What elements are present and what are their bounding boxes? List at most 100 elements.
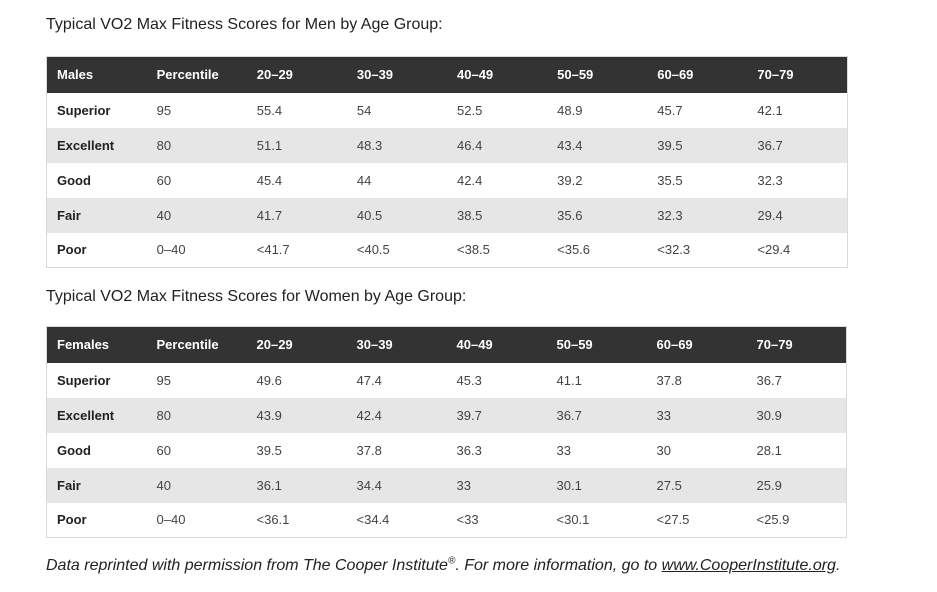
table-row: Fair 40 41.7 40.5 38.5 35.6 32.3 29.4 bbox=[46, 197, 848, 233]
table-cell: 36.1 bbox=[256, 477, 282, 493]
table-cell: 32.3 bbox=[657, 207, 683, 223]
table-cell: 43.4 bbox=[557, 137, 583, 153]
table-cell: <33 bbox=[456, 512, 479, 528]
table-cell: 39.5 bbox=[657, 137, 683, 153]
table-cell: 52.5 bbox=[457, 102, 483, 118]
men-vo2-table: Males Percentile 20–29 30–39 40–49 50–59 60–69… bbox=[46, 56, 848, 268]
table-cell: 38.5 bbox=[457, 207, 483, 223]
row-label: Fair bbox=[57, 207, 81, 223]
table-cell: 60 bbox=[156, 172, 172, 188]
table-cell: 40.5 bbox=[356, 207, 383, 223]
row-label: Excellent bbox=[57, 137, 115, 153]
row-label: Superior bbox=[57, 102, 111, 118]
table-cell: 45.3 bbox=[456, 372, 482, 388]
table-row: Excellent 80 43.9 42.4 39.7 36.7 33 30.9 bbox=[46, 397, 847, 433]
table-row: Poor 0–40 <36.1 <34.4 <33 <30.1 <27.5 <25.9 bbox=[46, 502, 847, 538]
table-cell: 45.7 bbox=[657, 102, 683, 118]
table-cell: 49.6 bbox=[256, 372, 282, 388]
table-cell: 95 bbox=[156, 102, 172, 118]
table-cell: 39.7 bbox=[456, 407, 482, 423]
table-cell: 0–40 bbox=[156, 242, 186, 258]
table-cell: 36.7 bbox=[756, 372, 782, 388]
column-header: 20–29 bbox=[256, 337, 293, 353]
women-header-row: Females Percentile 20–29 30–39 40–49 50–59 60–… bbox=[46, 326, 847, 363]
table-cell: <32.3 bbox=[657, 242, 691, 258]
row-label: Superior bbox=[57, 372, 111, 388]
table-cell: <29.4 bbox=[757, 242, 791, 258]
table-row: Excellent 80 51.1 48.3 46.4 43.4 39.5 36.7 bbox=[46, 127, 848, 163]
table-cell: <36.1 bbox=[256, 512, 290, 528]
table-cell: 29.4 bbox=[757, 207, 783, 223]
table-cell: 60 bbox=[156, 442, 171, 458]
table-cell: 33 bbox=[656, 407, 671, 423]
table-cell: 35.6 bbox=[557, 207, 583, 223]
table-cell: 33 bbox=[456, 477, 471, 493]
row-label: Fair bbox=[57, 477, 81, 493]
table-cell: 55.4 bbox=[256, 102, 283, 118]
men-table-header: Males Percentile 20–29 30–39 40–49 50–59 60–69… bbox=[46, 56, 848, 93]
table-cell: 39.2 bbox=[557, 172, 583, 188]
table-row: Superior 95 49.6 47.4 45.3 41.1 37.8 36.7 bbox=[46, 362, 847, 398]
column-header: Males bbox=[57, 67, 94, 83]
table-cell: 32.3 bbox=[757, 172, 783, 188]
cooper-institute-link[interactable]: www.CooperInstitute.org bbox=[661, 557, 836, 574]
registered-mark: ® bbox=[447, 555, 456, 567]
row-label: Poor bbox=[57, 242, 87, 258]
table-row: Poor 0–40 <41.7 <40.5 <38.5 <35.6 <32.3 <29.4 bbox=[46, 232, 848, 268]
table-cell: 47.4 bbox=[356, 372, 382, 388]
table-cell: 30 bbox=[656, 442, 671, 458]
column-header: 50–59 bbox=[557, 67, 594, 83]
table-cell: 42.1 bbox=[757, 102, 783, 118]
table-cell: 0–40 bbox=[156, 512, 186, 528]
women-table-heading: Typical VO2 Max Fitness Scores for Women… bbox=[46, 288, 467, 305]
table-cell: 28.1 bbox=[756, 442, 782, 458]
table-cell: 48.9 bbox=[557, 102, 583, 118]
table-cell: 54 bbox=[356, 102, 372, 118]
table-cell: 40 bbox=[156, 207, 172, 223]
column-header: Females bbox=[57, 337, 110, 353]
table-cell: 30.1 bbox=[556, 477, 582, 493]
table-cell: <34.4 bbox=[356, 512, 390, 528]
table-cell: 36.7 bbox=[556, 407, 582, 423]
table-cell: 48.3 bbox=[356, 137, 383, 153]
column-header: 70–79 bbox=[757, 67, 794, 83]
table-row: Good 60 45.4 44 42.4 39.2 35.5 32.3 bbox=[46, 162, 848, 198]
table-cell: <35.6 bbox=[557, 242, 591, 258]
column-header: 40–49 bbox=[456, 337, 493, 353]
table-cell: 37.8 bbox=[356, 442, 382, 458]
table-cell: 51.1 bbox=[256, 137, 283, 153]
column-header: 30–39 bbox=[356, 337, 393, 353]
column-header: 50–59 bbox=[556, 337, 593, 353]
table-cell: <25.9 bbox=[756, 512, 790, 528]
table-row: Good 60 39.5 37.8 36.3 33 30 28.1 bbox=[46, 432, 847, 468]
table-cell: 43.9 bbox=[256, 407, 282, 423]
column-header: 60–69 bbox=[657, 67, 694, 83]
table-cell: 42.4 bbox=[457, 172, 483, 188]
table-cell: <38.5 bbox=[457, 242, 490, 258]
table-cell: 80 bbox=[156, 407, 171, 423]
table-cell: 33 bbox=[556, 442, 571, 458]
table-cell: <27.5 bbox=[656, 512, 690, 528]
table-cell: 36.3 bbox=[456, 442, 482, 458]
table-cell: 30.9 bbox=[756, 407, 782, 423]
women-table-header: Females Percentile 20–29 30–39 40–49 50–59 60–… bbox=[46, 326, 847, 363]
table-cell: 27.5 bbox=[656, 477, 682, 493]
men-table-heading: Typical VO2 Max Fitness Scores for Men b… bbox=[46, 16, 443, 33]
column-header: 60–69 bbox=[656, 337, 693, 353]
column-header: 30–39 bbox=[356, 67, 394, 83]
column-header: Percentile bbox=[156, 67, 219, 83]
column-header: Percentile bbox=[156, 337, 219, 353]
table-cell: <30.1 bbox=[556, 512, 590, 528]
column-header: 40–49 bbox=[457, 67, 494, 83]
table-cell: 37.8 bbox=[656, 372, 682, 388]
table-cell: 95 bbox=[156, 372, 171, 388]
row-label: Poor bbox=[57, 512, 87, 528]
table-cell: <40.5 bbox=[356, 242, 390, 258]
table-cell: 46.4 bbox=[457, 137, 483, 153]
table-row: Fair 40 36.1 34.4 33 30.1 27.5 25.9 bbox=[46, 467, 847, 503]
women-vo2-table: Females Percentile 20–29 30–39 40–49 50–59 60–… bbox=[46, 326, 847, 538]
footnote-middle: . For more information, go to bbox=[455, 557, 662, 574]
column-header: 20–29 bbox=[256, 67, 293, 83]
column-header: 70–79 bbox=[756, 337, 793, 353]
women-table-body: Superior 95 49.6 47.4 45.3 41.1 37.8 36.7 Excell… bbox=[46, 362, 847, 538]
